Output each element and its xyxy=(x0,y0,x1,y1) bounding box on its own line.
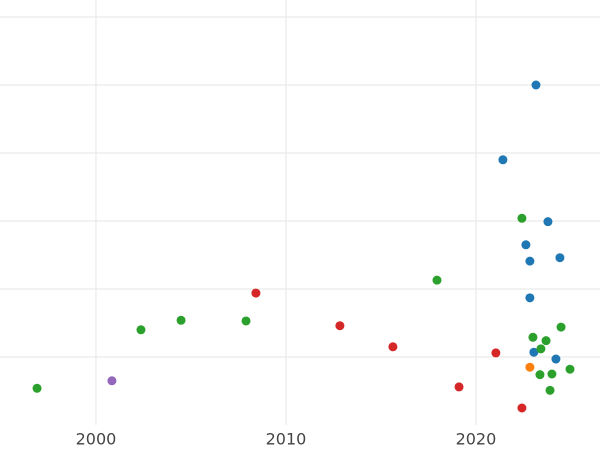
x-tick-label: 2020 xyxy=(456,430,497,449)
point xyxy=(107,376,117,386)
point xyxy=(241,316,251,326)
point xyxy=(555,253,565,263)
point xyxy=(565,364,575,374)
point xyxy=(531,80,541,90)
point xyxy=(529,347,539,357)
point xyxy=(432,275,442,285)
point xyxy=(528,332,538,342)
point xyxy=(32,383,42,393)
point xyxy=(176,315,186,325)
point xyxy=(551,354,561,364)
point xyxy=(335,321,345,331)
point xyxy=(454,382,464,392)
point xyxy=(536,344,546,354)
point xyxy=(547,369,557,379)
point xyxy=(498,155,508,165)
x-tick-label: 2010 xyxy=(266,430,307,449)
point xyxy=(525,362,535,372)
point xyxy=(517,403,527,413)
point xyxy=(525,293,535,303)
point xyxy=(556,322,566,332)
point xyxy=(525,256,535,266)
point xyxy=(388,342,398,352)
point xyxy=(545,385,555,395)
point xyxy=(541,336,551,346)
point xyxy=(535,370,545,380)
point xyxy=(491,348,501,358)
point xyxy=(517,213,527,223)
point xyxy=(251,288,261,298)
point xyxy=(136,325,146,335)
x-tick-label: 2000 xyxy=(76,430,117,449)
point xyxy=(521,240,531,250)
point xyxy=(543,217,553,227)
